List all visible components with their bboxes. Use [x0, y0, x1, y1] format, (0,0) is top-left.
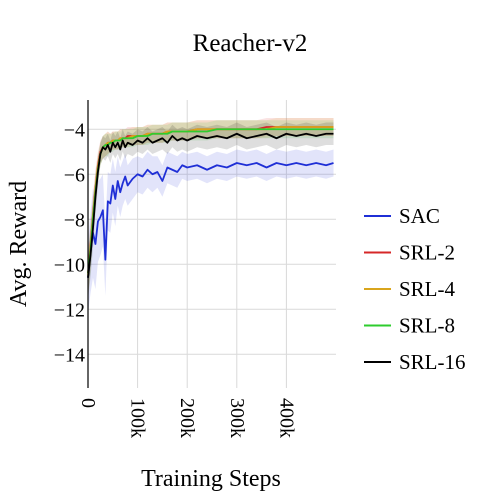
line-srl-8	[87, 128, 334, 274]
legend-label-srl-2: SRL-2	[399, 241, 455, 265]
y-tick-label: −10	[54, 254, 85, 276]
y-tick-labels: −4 −6 −8 −10 −12 −14	[54, 119, 85, 366]
x-tick-label: 0	[77, 398, 99, 408]
x-tick-label: 300k	[226, 398, 248, 438]
band-srl-4	[88, 118, 334, 298]
y-tick-label: −8	[64, 209, 85, 231]
x-tick-label: 200k	[176, 398, 198, 438]
legend-label-srl-16: SRL-16	[399, 350, 466, 374]
x-axis-label: Training Steps	[141, 466, 281, 492]
y-tick-label: −4	[64, 119, 85, 141]
y-tick-label: −14	[54, 344, 85, 366]
line-srl-16	[87, 132, 334, 278]
x-tick-labels: 0 100k 200k 300k 400k	[77, 398, 297, 438]
line-sac	[87, 162, 334, 278]
legend: SAC SRL-2 SRL-4 SRL-8 SRL-16	[364, 204, 466, 374]
y-tick-label: −12	[54, 299, 85, 321]
legend-label-srl-8: SRL-8	[399, 314, 455, 338]
legend-label-sac: SAC	[399, 204, 440, 228]
band-srl-16	[88, 122, 334, 301]
series-lines	[87, 126, 334, 278]
band-srl-2	[88, 118, 334, 296]
y-axis-label: Avg. Reward	[6, 181, 32, 307]
band-sac	[88, 149, 334, 314]
x-tick-label: 400k	[275, 398, 297, 438]
chart-title: Reacher-v2	[193, 30, 308, 57]
y-tick-label: −6	[64, 164, 85, 186]
legend-label-srl-4: SRL-4	[399, 277, 456, 301]
x-tick-label: 100k	[127, 398, 149, 438]
band-srl-8	[88, 120, 334, 296]
